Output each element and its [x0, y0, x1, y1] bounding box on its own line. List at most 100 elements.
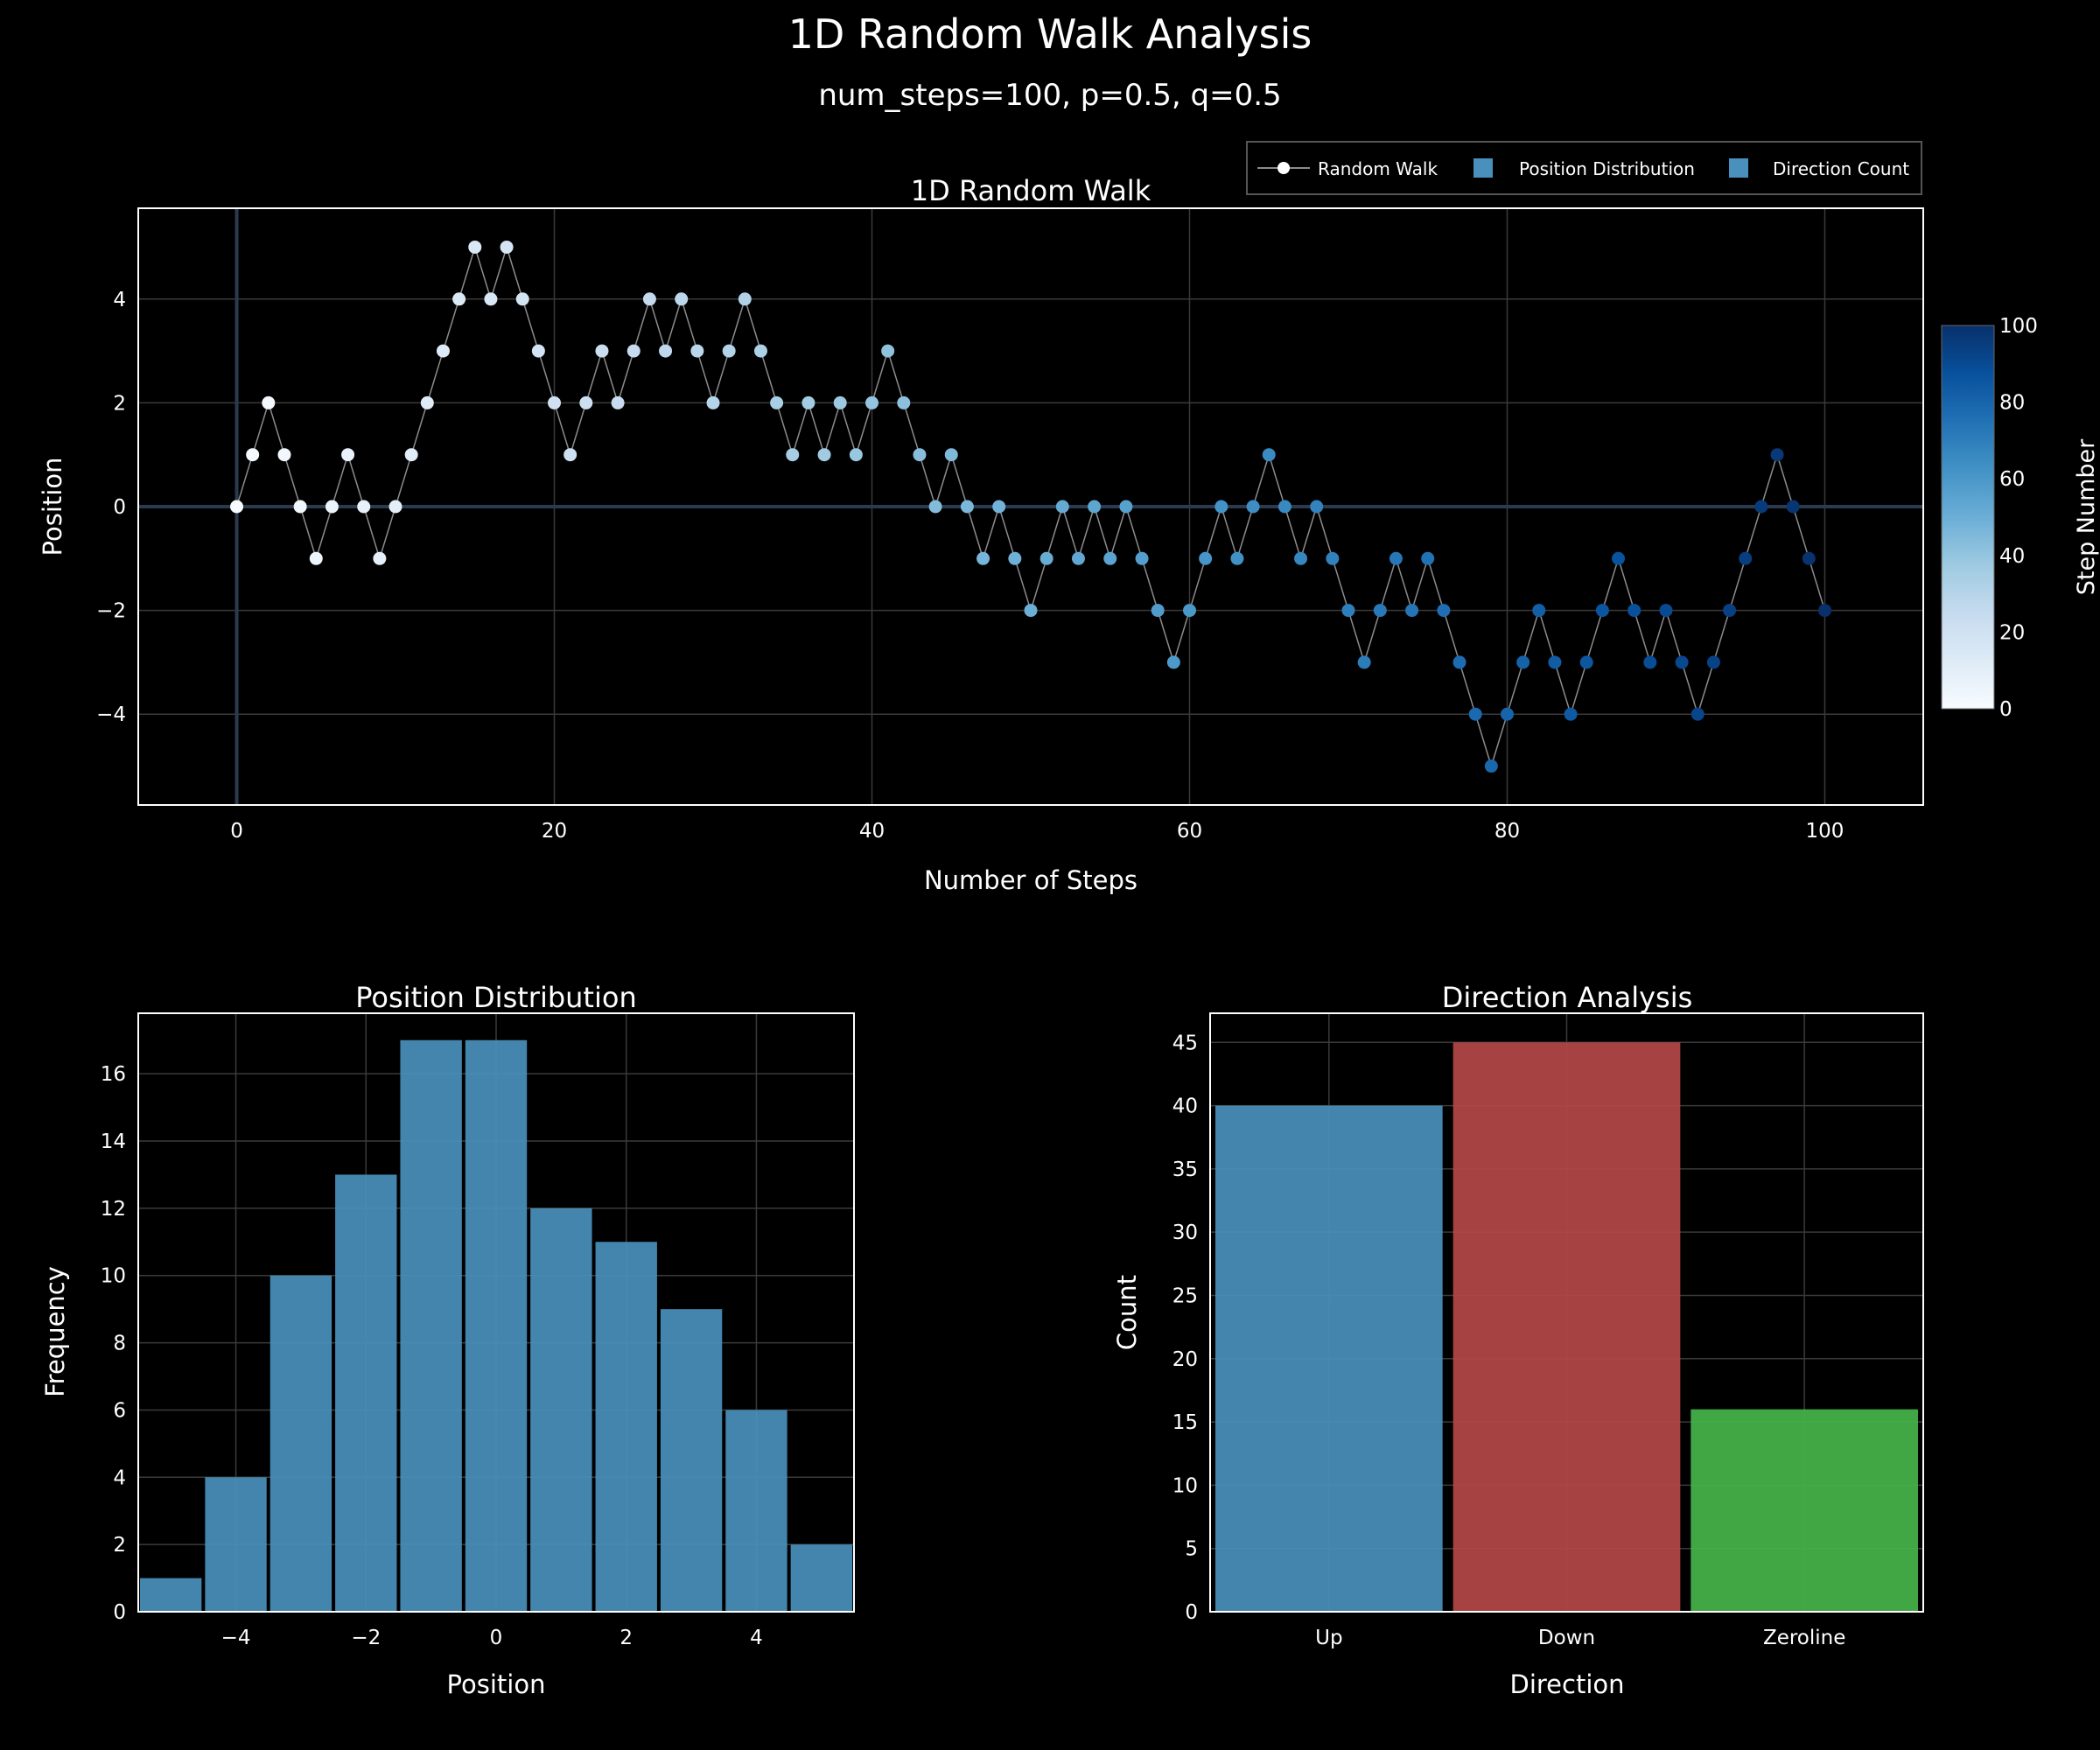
histogram-bar: [530, 1208, 592, 1612]
direction-x-ticks: Up Down Zeroline: [1315, 1627, 1845, 1649]
walk-point: [1579, 655, 1593, 669]
walk-y-tick-label: 2: [113, 392, 126, 415]
direction-y-ticks: 0 5 10 15 20 25 30 35 40 45: [1172, 1032, 1198, 1624]
direction-y-tick-label: 15: [1172, 1411, 1198, 1434]
legend-label-position-distribution: Position Distribution: [1519, 158, 1695, 179]
walk-y-tick-label: 4: [113, 289, 126, 312]
walk-point: [897, 396, 911, 410]
walk-point: [786, 448, 800, 462]
walk-point: [1199, 551, 1213, 565]
walk-y-tick-label: −4: [96, 704, 126, 726]
direction-x-tick-label: Down: [1538, 1627, 1595, 1649]
walk-point: [1612, 551, 1626, 565]
histogram-plot-frame: [137, 1012, 855, 1613]
walk-point: [1786, 500, 1800, 514]
colorbar: 0 20 40 60 80 100 Step Number: [1941, 315, 2100, 721]
histogram-bar: [595, 1242, 657, 1612]
walk-point: [1405, 604, 1419, 618]
walk-point: [611, 396, 625, 410]
colorbar-tick-label: 100: [1999, 315, 2038, 338]
walk-point: [1182, 604, 1196, 618]
walk-point: [1294, 551, 1308, 565]
walk-point: [1468, 707, 1482, 721]
walk-y-tick-label: 0: [113, 496, 126, 519]
walk-point: [802, 396, 816, 410]
colorbar-tick-label: 0: [1999, 698, 2012, 721]
walk-point: [1341, 604, 1355, 618]
direction-y-tick-label: 10: [1172, 1474, 1198, 1497]
walk-point: [817, 448, 831, 462]
walk-point: [1690, 707, 1704, 721]
walk-point: [753, 344, 767, 358]
histogram-bars: [140, 1040, 852, 1612]
histogram-y-tick-label: 10: [101, 1265, 126, 1288]
direction-bar: [1215, 1105, 1443, 1612]
histogram-y-tick-label: 2: [113, 1534, 126, 1557]
legend-label-random-walk: Random Walk: [1318, 158, 1438, 179]
histogram-x-tick-label: −4: [221, 1627, 251, 1649]
histogram-bar: [205, 1477, 267, 1612]
legend-marker-swatch: [1278, 162, 1290, 174]
walk-point: [1326, 551, 1340, 565]
colorbar-tick-label: 60: [1999, 468, 2025, 491]
walk-point: [992, 500, 1006, 514]
histogram-x-tick-label: 4: [750, 1627, 763, 1649]
walk-point: [515, 292, 529, 306]
walk-point: [1008, 551, 1022, 565]
walk-point: [1548, 655, 1562, 669]
histogram-x-axis-label: Position: [447, 1670, 546, 1699]
walk-point: [1214, 500, 1228, 514]
walk-point: [531, 344, 545, 358]
walk-point: [1151, 604, 1165, 618]
walk-point: [1675, 655, 1689, 669]
walk-point: [1770, 448, 1784, 462]
histogram-y-tick-label: 12: [101, 1198, 126, 1221]
walk-x-ticks: 0 20 40 60 80 100: [230, 820, 1844, 843]
direction-y-axis-label: Count: [1112, 1275, 1142, 1350]
histogram-bar: [660, 1309, 723, 1612]
walk-point: [1055, 500, 1069, 514]
walk-point: [1071, 551, 1085, 565]
walk-x-tick-label: 20: [542, 820, 567, 843]
walk-point: [1421, 551, 1435, 565]
walk-point: [1659, 604, 1673, 618]
direction-bar: [1452, 1042, 1681, 1612]
histogram-x-tick-label: −2: [351, 1627, 381, 1649]
direction-y-tick-label: 5: [1185, 1538, 1198, 1561]
walk-x-tick-label: 0: [230, 820, 243, 843]
walk-point: [1262, 448, 1276, 462]
direction-x-tick-label: Zeroline: [1763, 1627, 1845, 1649]
walk-point: [1278, 500, 1292, 514]
direction-bar: [1690, 1409, 1918, 1612]
colorbar-title: Step Number: [2073, 438, 2100, 595]
histogram-y-tick-label: 4: [113, 1466, 126, 1489]
walk-point: [944, 448, 958, 462]
legend[interactable]: Random Walk Position Distribution Direct…: [1246, 141, 1922, 195]
histogram-y-tick-label: 16: [101, 1063, 126, 1086]
walk-point: [564, 448, 578, 462]
walk-x-tick-label: 80: [1494, 820, 1520, 843]
histogram-y-tick-label: 14: [101, 1130, 126, 1153]
walk-point: [675, 292, 689, 306]
histogram-title: Position Distribution: [355, 981, 636, 1014]
walk-point: [659, 344, 673, 358]
walk-point: [976, 551, 990, 565]
walk-chart-title: 1D Random Walk: [911, 174, 1152, 207]
walk-point: [500, 240, 514, 254]
walk-point: [1389, 551, 1403, 565]
walk-point: [1310, 500, 1324, 514]
walk-point: [865, 396, 879, 410]
walk-x-tick-label: 40: [859, 820, 885, 843]
direction-bars: [1215, 1042, 1918, 1612]
direction-y-tick-label: 35: [1172, 1158, 1198, 1181]
walk-y-axis-label: Position: [38, 458, 67, 556]
walk-point: [928, 500, 942, 514]
figure-subtitle: num_steps=100, p=0.5, q=0.5: [818, 78, 1281, 113]
walk-point: [1500, 707, 1514, 721]
walk-point: [770, 396, 784, 410]
histogram-y-tick-label: 8: [113, 1333, 126, 1355]
colorbar-tick-label: 20: [1999, 621, 2025, 644]
histogram-x-tick-label: 2: [620, 1627, 633, 1649]
histogram-y-ticks: 0 2 4 6 8 10 12 14 16: [101, 1063, 126, 1624]
walk-y-tick-label: −2: [96, 600, 126, 623]
